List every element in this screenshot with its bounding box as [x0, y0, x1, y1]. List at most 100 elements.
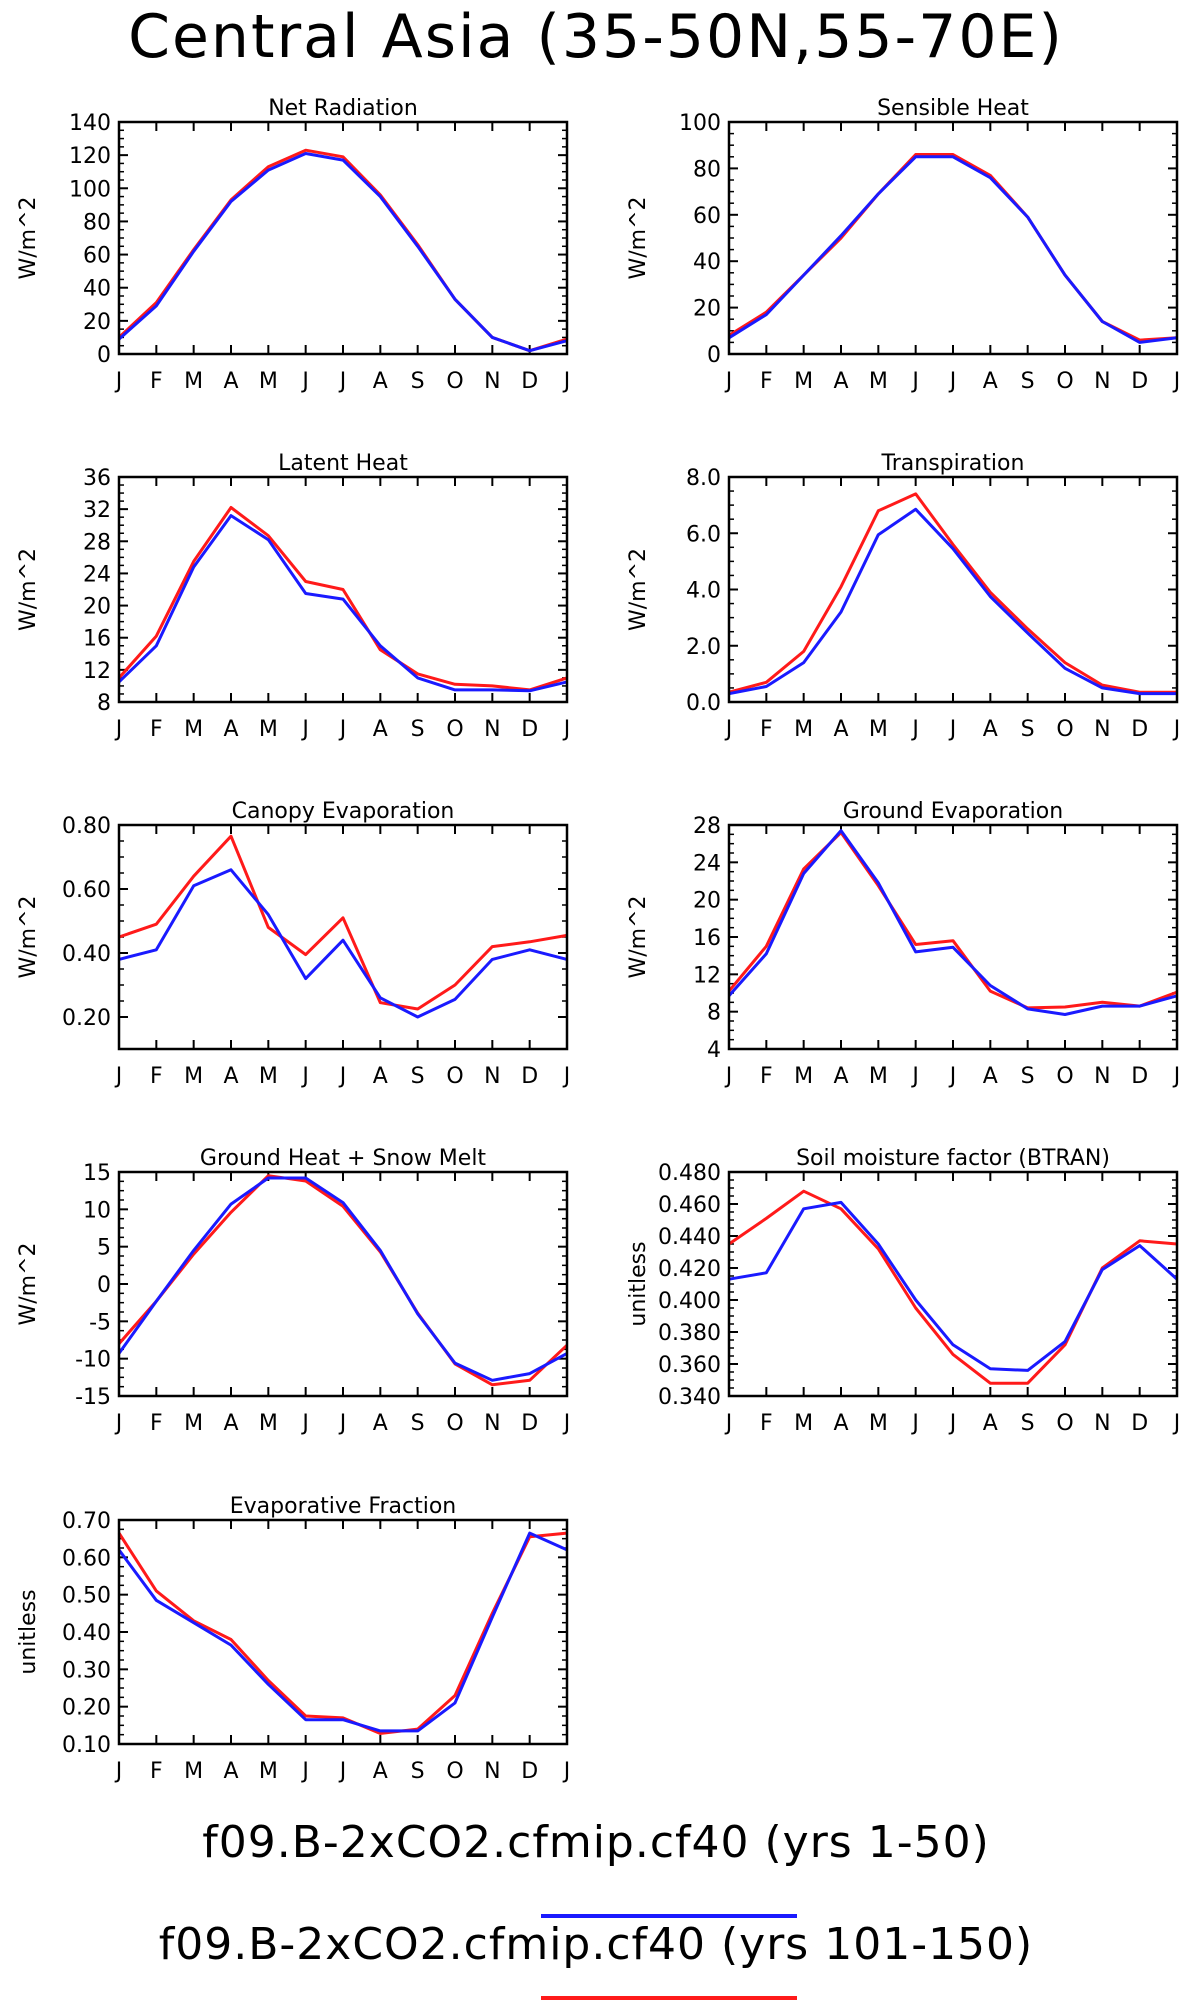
- x-tick-label: D: [521, 1411, 538, 1436]
- x-tick-label: J: [114, 1411, 123, 1436]
- series-line-blue: [117, 514, 568, 693]
- x-tick-label: O: [446, 1411, 463, 1436]
- y-tick-label: 0: [707, 343, 721, 368]
- plot-frame: [727, 823, 1179, 1051]
- legend-entry-2-swatch: [541, 1996, 797, 2000]
- x-tick-label: J: [114, 369, 123, 394]
- y-tick-label: 0.20: [62, 1696, 111, 1721]
- chart-panel-8: Soil moisture factor (BTRAN) unitless 0.34…: [626, 1146, 1180, 1436]
- x-tick-label: J: [1172, 717, 1181, 742]
- x-tick-label: O: [446, 717, 463, 742]
- x-tick-label: J: [562, 1064, 571, 1089]
- legend-entry-1-swatch: [541, 1914, 797, 1918]
- y-axis-label: W/m^2: [16, 196, 41, 279]
- y-axis-label: unitless: [16, 1589, 41, 1674]
- y-tick-label: 0.420: [658, 1257, 721, 1282]
- legend-entry-1-label: f09.B-2xCO2.cfmip.cf40 (yrs 1-50): [202, 1817, 990, 1868]
- x-tick-label: A: [223, 1759, 238, 1784]
- plot-frame: [117, 823, 569, 1051]
- y-tick-label: 5: [97, 1236, 111, 1261]
- x-tick-label: N: [484, 717, 500, 742]
- x-tick-label: J: [562, 1411, 571, 1436]
- x-tick-label: S: [1021, 369, 1035, 394]
- x-tick-label: A: [983, 717, 998, 742]
- x-tick-label: M: [184, 717, 203, 742]
- series-line-blue: [117, 1531, 568, 1733]
- y-tick-label: 0.340: [658, 1385, 721, 1410]
- y-tick-label: 0.480: [658, 1161, 721, 1186]
- plot-frame: [727, 475, 1179, 704]
- x-tick-label: J: [300, 1411, 309, 1436]
- x-tick-label: M: [184, 1064, 203, 1089]
- x-tick-label: J: [1172, 1411, 1181, 1436]
- x-tick-label: O: [446, 369, 463, 394]
- x-tick-label: J: [300, 717, 309, 742]
- y-tick-label: 100: [679, 111, 721, 136]
- chart-title: Soil moisture factor (BTRAN): [796, 1146, 1110, 1171]
- x-tick-label: J: [338, 1759, 347, 1784]
- chart-panel-9: Evaporative Fraction unitless 0.10 0.20 0.30…: [16, 1494, 570, 1784]
- y-tick-label: 2.0: [686, 635, 721, 660]
- x-tick-label: O: [1056, 717, 1073, 742]
- y-tick-label: -10: [75, 1348, 111, 1373]
- y-tick-label: 28: [83, 530, 111, 555]
- page-title: Central Asia (35-50N,55-70E): [128, 2, 1064, 72]
- y-tick-label: 6.0: [686, 522, 721, 547]
- y-axis-label: W/m^2: [626, 548, 651, 631]
- y-tick-label: 60: [83, 244, 111, 269]
- y-tick-label: 0.30: [62, 1658, 111, 1683]
- x-tick-label: S: [411, 1064, 425, 1089]
- x-tick-label: A: [223, 1064, 238, 1089]
- x-tick-label: N: [484, 1064, 500, 1089]
- x-tick-label: A: [833, 1411, 848, 1436]
- chart-title: Evaporative Fraction: [230, 1494, 456, 1519]
- x-tick-label: D: [1131, 1411, 1148, 1436]
- x-tick-label: J: [114, 717, 123, 742]
- x-tick-label: A: [373, 1064, 388, 1089]
- y-tick-label: 40: [693, 250, 721, 275]
- x-tick-label: M: [869, 1064, 888, 1089]
- y-tick-label: 0.400: [658, 1289, 721, 1314]
- series-line-red: [118, 834, 568, 1011]
- y-tick-label: 0.360: [658, 1353, 721, 1378]
- x-tick-label: N: [484, 1759, 500, 1784]
- plot-frame: [727, 1170, 1179, 1398]
- x-tick-label: N: [1094, 717, 1110, 742]
- series-line-blue: [728, 507, 1177, 696]
- y-tick-label: 140: [69, 111, 111, 136]
- y-tick-label: 8: [707, 1001, 721, 1026]
- y-tick-label: 80: [83, 210, 111, 235]
- y-axis-label: W/m^2: [16, 548, 41, 631]
- x-tick-label: J: [724, 369, 733, 394]
- x-tick-label: J: [948, 1064, 957, 1089]
- legend-entry-2-label: f09.B-2xCO2.cfmip.cf40 (yrs 101-150): [158, 1919, 1034, 1970]
- x-tick-label: J: [910, 1411, 919, 1436]
- x-tick-label: F: [760, 1411, 773, 1436]
- x-tick-label: M: [259, 1411, 278, 1436]
- y-tick-label: 20: [693, 297, 721, 322]
- x-tick-label: J: [724, 1064, 733, 1089]
- y-tick-label: 12: [83, 659, 111, 684]
- chart-title: Latent Heat: [278, 451, 408, 476]
- x-tick-label: M: [869, 369, 888, 394]
- series-line-red: [728, 153, 1178, 342]
- x-tick-label: J: [948, 717, 957, 742]
- x-tick-label: M: [794, 369, 813, 394]
- x-tick-label: M: [259, 1064, 278, 1089]
- chart-panel-7: Ground Heat + Snow Melt W/m^2 -15 -10 -5 0 5 10…: [16, 1146, 570, 1436]
- x-tick-label: J: [300, 369, 309, 394]
- plot-frame: [117, 120, 569, 356]
- x-tick-label: J: [1172, 369, 1181, 394]
- series-line-red: [728, 492, 1177, 694]
- x-tick-label: M: [259, 1759, 278, 1784]
- chart-title: Net Radiation: [268, 96, 418, 121]
- y-axis-label: W/m^2: [626, 196, 651, 279]
- x-tick-label: A: [223, 1411, 238, 1436]
- y-tick-label: 24: [693, 851, 721, 876]
- y-axis-label: W/m^2: [16, 1242, 41, 1325]
- y-tick-label: 40: [83, 277, 111, 302]
- x-tick-label: N: [484, 369, 500, 394]
- y-tick-label: 60: [693, 204, 721, 229]
